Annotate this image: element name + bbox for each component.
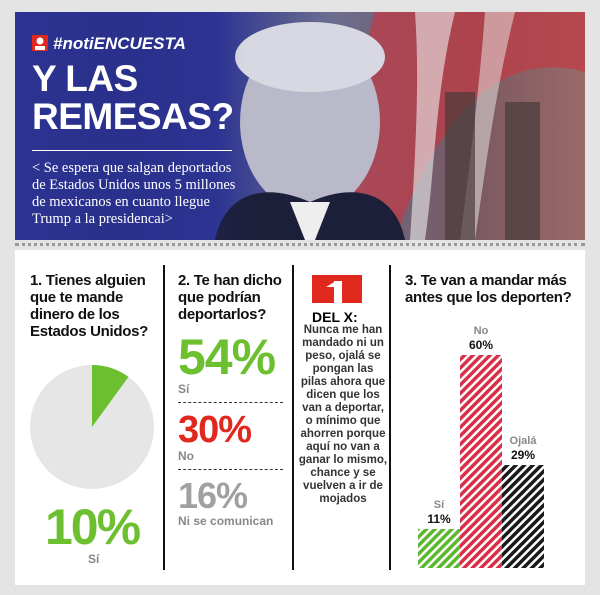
- bar-label: 29%: [511, 448, 535, 462]
- bar-label: 60%: [469, 338, 493, 352]
- bar-name: Sí: [434, 499, 445, 511]
- bar-name: Ojalá: [510, 435, 538, 447]
- column-separator: [389, 265, 391, 570]
- answer-value: 54%: [178, 329, 276, 385]
- bar-label: 11%: [427, 512, 451, 526]
- column-separator: [163, 265, 165, 570]
- hashtag: #notiENCUESTA: [53, 34, 186, 53]
- answer: 30% No: [178, 409, 283, 470]
- header: #notiENCUESTA Y LAS REMESAS? < Se espera…: [15, 12, 585, 240]
- divider: [15, 243, 585, 246]
- answers: 54% Sí 30% No 16% Ni se comunican: [178, 330, 283, 534]
- bar: [502, 465, 544, 568]
- header-art: [15, 12, 585, 240]
- pie-answer: Sí: [88, 552, 100, 566]
- answer: 54% Sí: [178, 330, 283, 403]
- lead-quote: < Se espera que salgan deportados de Est…: [32, 160, 236, 227]
- pie-slice: [92, 365, 129, 427]
- bar: [460, 355, 502, 568]
- question: 3. Te van a mandar más antes que los dep…: [405, 272, 572, 306]
- question: 2. Te han dicho que podrían deportarlos?: [178, 272, 282, 323]
- bar: [418, 528, 460, 568]
- answer: 16% Ni se comunican: [178, 476, 283, 534]
- answer-text: Ni se comunican: [178, 514, 274, 528]
- comment-icon: [312, 275, 362, 303]
- comment-title: DEL X:: [312, 309, 358, 325]
- question: 1. Tienes alguien que te mande dinero de…: [30, 272, 149, 340]
- answer-value: 30%: [178, 409, 252, 451]
- bar-name: No: [474, 325, 489, 337]
- answer-text: No: [178, 449, 194, 463]
- column-separator: [292, 265, 294, 570]
- pie: [30, 365, 154, 489]
- rule: [32, 150, 232, 151]
- pie-value: 10%: [45, 499, 141, 555]
- headline: Y LAS REMESAS?: [32, 58, 234, 137]
- answer-text: Sí: [178, 382, 190, 396]
- comment-text: Nunca me han mandado ni un peso, ojalá s…: [298, 324, 388, 505]
- answer-value: 16%: [178, 475, 248, 516]
